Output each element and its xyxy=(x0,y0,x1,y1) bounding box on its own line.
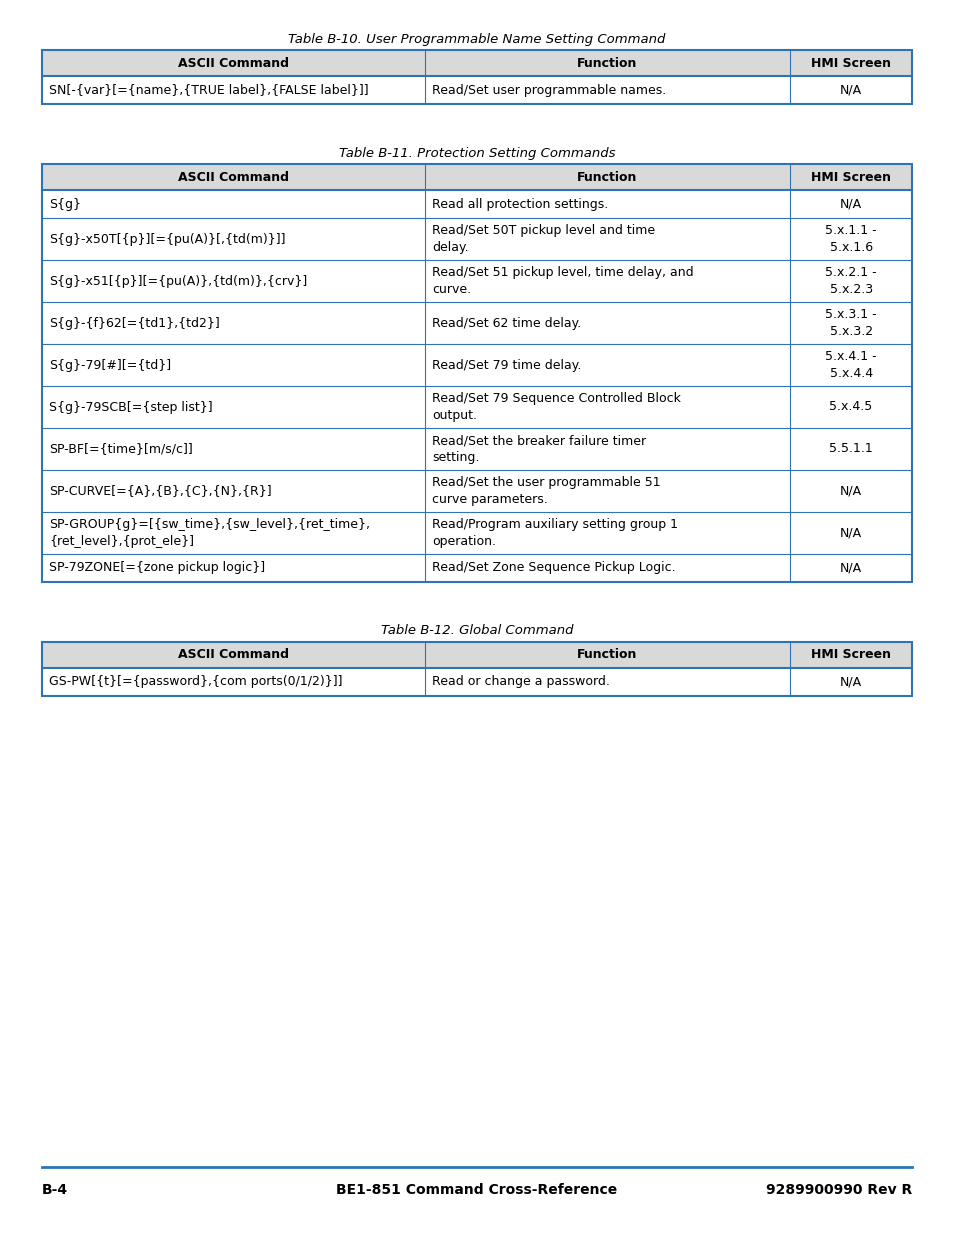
Text: Function: Function xyxy=(577,648,637,662)
Text: S{g}-{f}62[={td1},{td2}]: S{g}-{f}62[={td1},{td2}] xyxy=(49,316,219,330)
Text: S{g}: S{g} xyxy=(49,198,81,210)
Bar xyxy=(42,345,911,387)
Text: Read/Set 79 Sequence Controlled Block
output.: Read/Set 79 Sequence Controlled Block ou… xyxy=(432,391,679,422)
Bar xyxy=(42,429,911,471)
Text: Table B-11. Protection Setting Commands: Table B-11. Protection Setting Commands xyxy=(338,147,615,159)
Bar xyxy=(42,642,911,697)
Bar xyxy=(42,219,911,261)
Text: SP-79ZONE[={zone pickup logic}]: SP-79ZONE[={zone pickup logic}] xyxy=(49,562,265,574)
Bar xyxy=(42,190,911,219)
Bar xyxy=(42,642,911,668)
Text: HMI Screen: HMI Screen xyxy=(810,170,890,184)
Text: Function: Function xyxy=(577,57,637,69)
Text: Read/Set Zone Sequence Pickup Logic.: Read/Set Zone Sequence Pickup Logic. xyxy=(432,562,675,574)
Text: Read/Set user programmable names.: Read/Set user programmable names. xyxy=(432,84,665,96)
Text: 5.x.1.1 -
5.x.1.6: 5.x.1.1 - 5.x.1.6 xyxy=(824,224,876,254)
Text: Read/Set 79 time delay.: Read/Set 79 time delay. xyxy=(432,358,580,372)
Text: N/A: N/A xyxy=(840,562,862,574)
Text: 5.x.4.1 -
5.x.4.4: 5.x.4.1 - 5.x.4.4 xyxy=(824,350,876,380)
Bar xyxy=(42,261,911,303)
Text: Read/Set the user programmable 51
curve parameters.: Read/Set the user programmable 51 curve … xyxy=(432,475,659,506)
Text: N/A: N/A xyxy=(840,484,862,498)
Text: Read/Set 50T pickup level and time
delay.: Read/Set 50T pickup level and time delay… xyxy=(432,224,655,254)
Text: S{g}-x51[{p}][={pu(A)},{td(m)},{crv}]: S{g}-x51[{p}][={pu(A)},{td(m)},{crv}] xyxy=(49,274,307,288)
Text: HMI Screen: HMI Screen xyxy=(810,57,890,69)
Text: Read/Set the breaker failure timer
setting.: Read/Set the breaker failure timer setti… xyxy=(432,433,645,464)
Text: 5.5.1.1: 5.5.1.1 xyxy=(828,442,872,456)
Text: Read or change a password.: Read or change a password. xyxy=(432,676,609,688)
Text: N/A: N/A xyxy=(840,84,862,96)
Text: SP-GROUP{g}=[{sw_time},{sw_level},{ret_time},
{ret_level},{prot_ele}]: SP-GROUP{g}=[{sw_time},{sw_level},{ret_t… xyxy=(49,517,370,548)
Text: BE1-851 Command Cross-Reference: BE1-851 Command Cross-Reference xyxy=(336,1183,617,1197)
Text: 5.x.3.1 -
5.x.3.2: 5.x.3.1 - 5.x.3.2 xyxy=(824,308,876,338)
Bar xyxy=(42,387,911,429)
Bar xyxy=(42,513,911,555)
Text: SP-CURVE[={A},{B},{C},{N},{R}]: SP-CURVE[={A},{B},{C},{N},{R}] xyxy=(49,484,272,498)
Text: Read/Set 51 pickup level, time delay, and
curve.: Read/Set 51 pickup level, time delay, an… xyxy=(432,266,693,296)
Text: N/A: N/A xyxy=(840,526,862,540)
Text: ASCII Command: ASCII Command xyxy=(177,170,289,184)
Bar xyxy=(42,668,911,697)
Bar xyxy=(42,164,911,582)
Bar xyxy=(42,555,911,582)
Bar xyxy=(42,303,911,345)
Text: S{g}-79[#][={td}]: S{g}-79[#][={td}] xyxy=(49,358,171,372)
Text: N/A: N/A xyxy=(840,676,862,688)
Text: Table B-10. User Programmable Name Setting Command: Table B-10. User Programmable Name Setti… xyxy=(288,32,665,46)
Bar xyxy=(42,77,911,104)
Text: S{g}-x50T[{p}][={pu(A)}[,{td(m)}]]: S{g}-x50T[{p}][={pu(A)}[,{td(m)}]] xyxy=(49,232,285,246)
Text: N/A: N/A xyxy=(840,198,862,210)
Text: Read/Set 62 time delay.: Read/Set 62 time delay. xyxy=(432,316,580,330)
Text: ASCII Command: ASCII Command xyxy=(177,648,289,662)
Text: ASCII Command: ASCII Command xyxy=(177,57,289,69)
Bar xyxy=(42,164,911,190)
Bar xyxy=(42,49,911,77)
Text: SN[-{var}[={name},{TRUE label},{FALSE label}]]: SN[-{var}[={name},{TRUE label},{FALSE la… xyxy=(49,84,368,96)
Text: Function: Function xyxy=(577,170,637,184)
Text: Read all protection settings.: Read all protection settings. xyxy=(432,198,607,210)
Text: Read/Program auxiliary setting group 1
operation.: Read/Program auxiliary setting group 1 o… xyxy=(432,517,677,548)
Bar xyxy=(42,471,911,513)
Text: SP-BF[={time}[m/s/c]]: SP-BF[={time}[m/s/c]] xyxy=(49,442,193,456)
Text: B-4: B-4 xyxy=(42,1183,68,1197)
Text: 5.x.2.1 -
5.x.2.3: 5.x.2.1 - 5.x.2.3 xyxy=(824,266,876,296)
Text: HMI Screen: HMI Screen xyxy=(810,648,890,662)
Text: GS-PW[{t}[={password},{com ports(0/1/2)}]]: GS-PW[{t}[={password},{com ports(0/1/2)}… xyxy=(49,676,342,688)
Text: 5.x.4.5: 5.x.4.5 xyxy=(828,400,872,414)
Text: S{g}-79SCB[={step list}]: S{g}-79SCB[={step list}] xyxy=(49,400,213,414)
Bar xyxy=(42,49,911,104)
Text: Table B-12. Global Command: Table B-12. Global Command xyxy=(380,625,573,637)
Text: 9289900990 Rev R: 9289900990 Rev R xyxy=(765,1183,911,1197)
